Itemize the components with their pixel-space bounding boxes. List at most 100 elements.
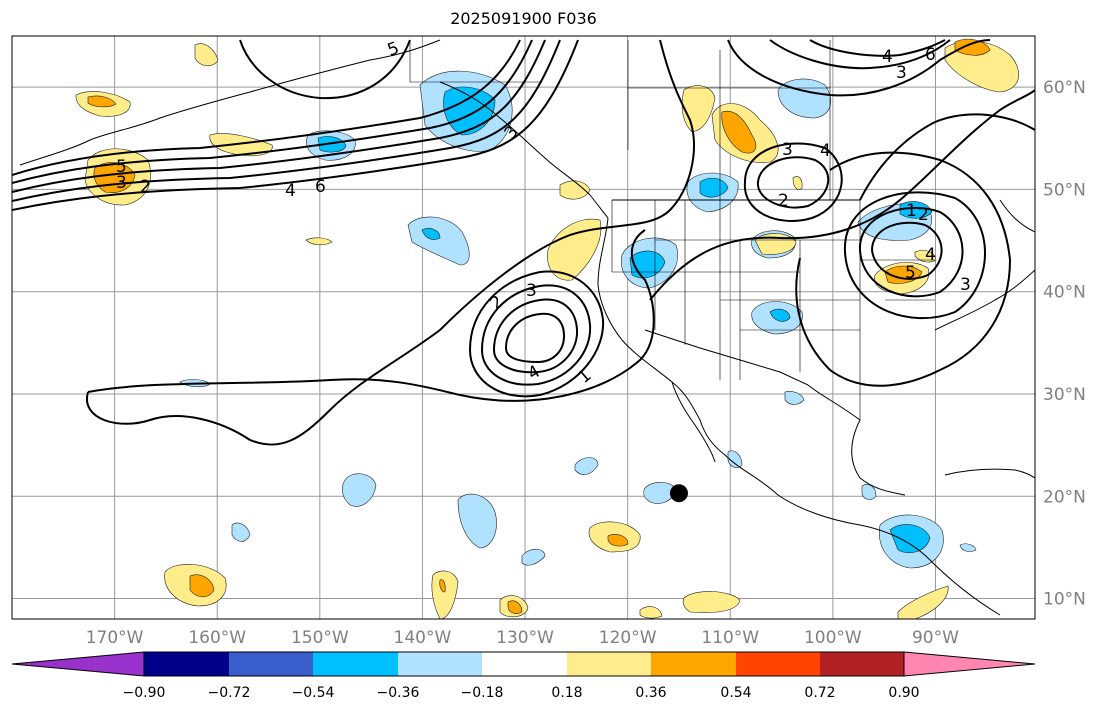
colorbar-frame (143, 651, 905, 677)
shade-yellow (305, 237, 333, 246)
shade-orange (439, 579, 446, 593)
shade-blue-medium (769, 308, 791, 322)
contour-label: 6 (925, 45, 936, 65)
colorbar-tick-label: 0.54 (720, 685, 751, 701)
contour-label: 2 (778, 191, 789, 211)
shade-yellow (897, 585, 949, 619)
shade-yellow (559, 180, 591, 200)
lat-label: 30°N (1043, 385, 1086, 405)
colorbar-tick-label: −0.72 (208, 685, 251, 701)
shade-blue-light (574, 457, 599, 475)
colorbar-segment (144, 652, 229, 676)
contour-line (649, 89, 1035, 301)
coastline-cuba (944, 468, 1035, 479)
contour-label: 4 (525, 362, 544, 385)
shade-yellow (431, 570, 459, 619)
contour-label: 5 (116, 157, 127, 177)
contour-label: 1 (906, 201, 917, 221)
map-frame (11, 35, 1036, 620)
shade-blue-medium (317, 136, 347, 153)
contour-line (468, 270, 605, 398)
contour-label: 4 (820, 141, 831, 161)
contour-line (769, 39, 951, 70)
colorbar-tick-label: −0.18 (461, 685, 504, 701)
shade-blue-light (784, 391, 805, 405)
lat-label: 10°N (1043, 590, 1086, 610)
lon-label: 170°W (86, 628, 144, 648)
contour-label: 3 (896, 63, 907, 83)
colorbar-segment (482, 652, 567, 676)
shade-yellow (914, 250, 937, 263)
lon-label: 130°W (496, 628, 554, 648)
shade-blue-medium (421, 228, 441, 240)
shade-yellow (639, 606, 663, 619)
colorbar-extend-high (903, 651, 1036, 677)
colorbar-tick-label: −0.54 (292, 685, 335, 701)
longitude-labels: 170°W 160°W 150°W 140°W 130°W 120°W 110°… (86, 628, 959, 648)
shade-yellow (547, 218, 602, 281)
shade-yellow (792, 176, 803, 190)
contour-line (87, 229, 655, 402)
contour-label: 3 (501, 122, 523, 143)
anomaly-shading (75, 38, 1019, 619)
contour-line (859, 113, 1035, 201)
storm-point-marker (669, 484, 688, 503)
shade-orange (189, 574, 215, 598)
states (611, 200, 935, 420)
contour-label: 6 (315, 177, 326, 197)
canada-provinces (409, 40, 831, 200)
coastline-baja (671, 381, 716, 463)
contour-line (843, 191, 986, 320)
shade-blue-light (861, 484, 877, 500)
contour-label: 2 (140, 177, 151, 197)
lon-label: 140°W (394, 628, 452, 648)
contour-label: 3 (782, 140, 793, 160)
contour-label: 4 (285, 181, 296, 201)
contours (12, 39, 1035, 446)
coastline-gulf (807, 384, 906, 496)
lat-label: 20°N (1043, 487, 1086, 507)
colorbar-tick-label: 0.90 (888, 685, 919, 701)
contour-line (12, 39, 521, 176)
contour-label: 4 (882, 47, 893, 67)
colorbar-tick-label: −0.36 (377, 685, 420, 701)
colorbar-segment (229, 652, 313, 676)
colorbar-extend-low (11, 651, 145, 677)
coastline-west-na (597, 217, 1001, 616)
shade-blue-light (727, 450, 743, 469)
shade-blue-light (341, 473, 377, 507)
gridlines (12, 36, 1035, 619)
contour-line (12, 39, 546, 193)
lat-label: 60°N (1043, 78, 1086, 98)
shade-blue-light (959, 543, 977, 552)
colorbar-segment (736, 652, 820, 676)
contour-line (85, 39, 695, 446)
contour-label: 3 (526, 281, 537, 301)
shade-orange (87, 95, 117, 108)
coastline-east (934, 199, 1035, 331)
contour-label: 5 (385, 38, 402, 60)
colorbar-segment (651, 652, 736, 676)
shade-yellow (681, 85, 716, 133)
contour-line (12, 39, 561, 202)
shade-blue-medium (899, 201, 933, 219)
contour-label: 5 (905, 263, 916, 283)
contour-line (743, 142, 843, 222)
shade-orange (721, 110, 757, 154)
shade-yellow (682, 591, 741, 613)
contour-line (809, 39, 946, 57)
shade-blue-light (777, 78, 832, 119)
contour-line (504, 312, 566, 364)
shade-orange (954, 38, 991, 56)
colorbar-tick-label: 0.18 (551, 685, 582, 701)
shade-blue-medium (699, 177, 729, 198)
contour-label: 3 (960, 275, 971, 295)
colorbar-tick-label: 0.36 (635, 685, 666, 701)
contour-line (239, 39, 411, 100)
latitude-labels: 60°N 50°N 40°N 30°N 20°N 10°N (1043, 78, 1086, 609)
map-title: 2025091900 F036 (450, 9, 597, 28)
colorbar-segment (567, 652, 651, 676)
border-us-mexico (644, 329, 809, 386)
lon-label: 90°W (912, 628, 959, 648)
